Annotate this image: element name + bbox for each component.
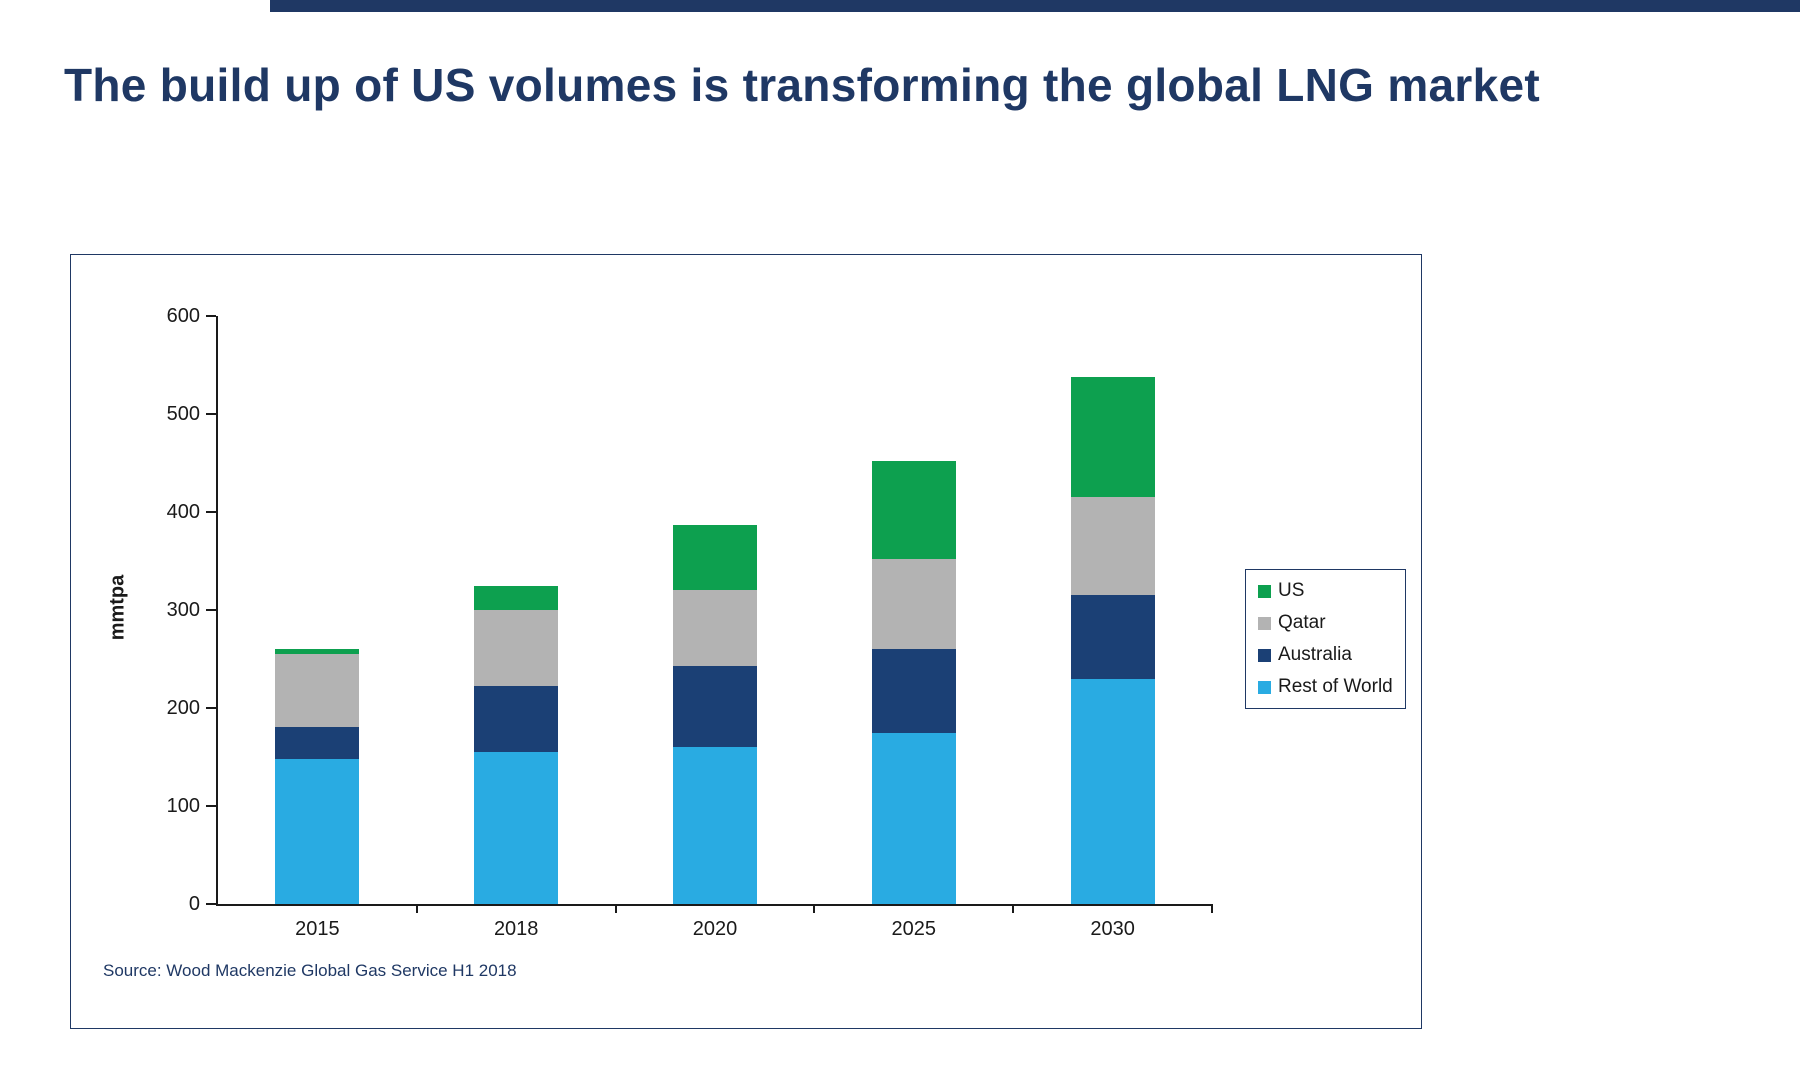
bar-segment-2025-qatar (871, 559, 956, 650)
bar-segment-2015-qatar (275, 654, 360, 727)
y-tick-label: 300 (166, 599, 200, 621)
bar-segment-2030-australia (1070, 595, 1155, 679)
y-tick-label: 200 (166, 697, 200, 719)
y-tick-mark (206, 707, 216, 709)
legend-item-rest-of-world: Rest of World (1258, 676, 1393, 698)
legend-item-australia: Australia (1258, 644, 1393, 666)
y-tick-label: 100 (166, 795, 200, 817)
x-category-label: 2025 (891, 918, 937, 940)
y-tick-mark (206, 315, 216, 317)
y-tick-label: 500 (166, 403, 200, 425)
bar-segment-2015-australia (275, 726, 360, 759)
x-tick-mark (813, 904, 816, 913)
bar-segment-2020-us (673, 524, 757, 591)
y-tick-mark (206, 903, 216, 905)
bar-segment-2018-qatar (474, 610, 559, 687)
y-tick-mark (206, 805, 216, 807)
bar-segment-2018-rest-of-world (474, 752, 559, 904)
y-tick-label: 600 (166, 305, 200, 327)
y-tick-mark (206, 413, 216, 415)
x-category-label: 2015 (295, 918, 340, 940)
source-note: Source: Wood Mackenzie Global Gas Servic… (103, 961, 517, 980)
bar-segment-2025-us (871, 461, 956, 560)
legend-label: Rest of World (1278, 676, 1393, 697)
bar-segment-2025-rest-of-world (871, 732, 956, 904)
bar-segment-2018-australia (474, 686, 559, 753)
y-tick-mark (206, 609, 216, 611)
bar-segment-2015-us (275, 649, 360, 655)
legend-swatch-australia (1258, 648, 1271, 662)
bar-segment-2015-rest-of-world (275, 758, 360, 904)
bar-segment-2020-rest-of-world (673, 747, 757, 904)
chart-legend: US Qatar Australia Rest of World (1245, 569, 1406, 709)
legend-item-qatar: Qatar (1258, 612, 1393, 634)
chart-frame: mmtpa 0 100 200 300 400 500 600 2015 2018 2020 202… (70, 254, 1422, 1029)
x-tick-mark (614, 904, 617, 913)
bar-segment-2030-rest-of-world (1070, 678, 1155, 904)
y-axis-title: mmtpa (106, 574, 129, 641)
x-tick-mark (415, 904, 418, 913)
y-tick-label: 0 (188, 893, 200, 915)
y-tick-mark (206, 511, 216, 513)
legend-swatch-rest-of-world (1258, 680, 1271, 694)
legend-label: Australia (1278, 644, 1352, 665)
bar-segment-2025-australia (871, 649, 956, 733)
bar-segment-2020-australia (673, 665, 757, 748)
x-category-label: 2020 (692, 918, 738, 940)
x-tick-mark (1211, 904, 1213, 913)
y-tick-label: 400 (166, 501, 200, 523)
slide-title: The build up of US volumes is transformi… (64, 59, 1541, 111)
bar-segment-2018-us (474, 585, 559, 610)
legend-label: Qatar (1278, 612, 1326, 633)
legend-label: US (1278, 580, 1305, 601)
legend-item-us: US (1258, 580, 1393, 602)
x-category-label: 2018 (493, 918, 539, 940)
top-accent-bar (270, 0, 1800, 12)
x-tick-mark (1012, 904, 1015, 913)
bar-segment-2030-us (1070, 376, 1155, 498)
legend-swatch-us (1258, 584, 1271, 598)
bar-segment-2020-qatar (673, 590, 757, 666)
bar-segment-2030-qatar (1070, 497, 1155, 596)
plot-area: 0 100 200 300 400 500 600 2015 2018 2020 2025 2030 (167, 305, 1213, 940)
x-category-label: 2030 (1090, 918, 1135, 940)
legend-swatch-qatar (1258, 616, 1271, 630)
